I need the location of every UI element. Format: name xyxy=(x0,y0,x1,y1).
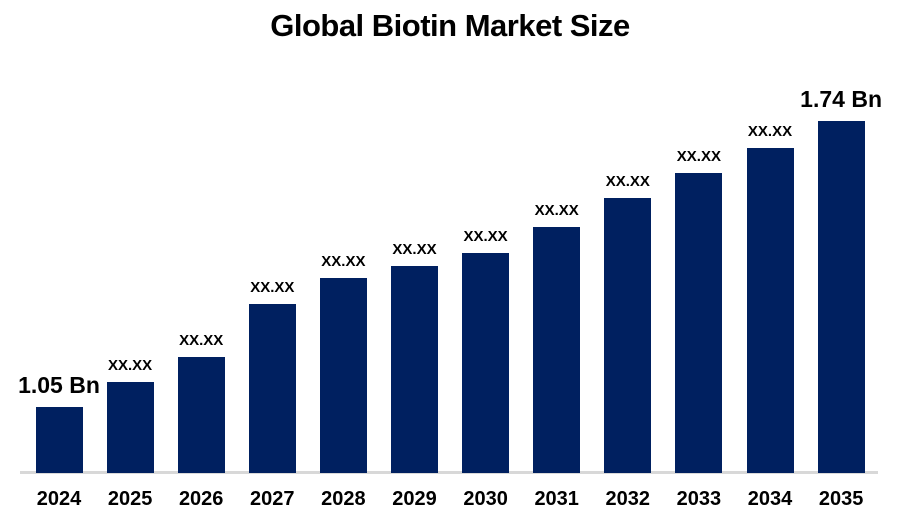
bar xyxy=(391,266,438,473)
bar-group: XX.XX 2032 xyxy=(604,0,652,525)
x-axis-tick-label: 2029 xyxy=(392,488,437,510)
bar-group: XX.XX 2033 xyxy=(675,0,723,525)
bar-group: XX.XX 2029 xyxy=(391,0,438,525)
bar xyxy=(604,198,652,473)
x-axis-tick-label: 2025 xyxy=(107,488,153,510)
bar-group: 1.05 Bn 2024 xyxy=(18,0,100,525)
bar-value-label: XX.XX xyxy=(321,253,366,270)
x-axis-tick-label: 2026 xyxy=(178,488,224,510)
chart-title: Global Biotin Market Size xyxy=(270,8,630,43)
x-axis-tick-label: 2027 xyxy=(250,488,295,510)
bar-group: XX.XX 2028 xyxy=(319,0,367,525)
x-axis-line xyxy=(20,471,878,474)
bar-group: XX.XX 2031 xyxy=(533,0,581,525)
x-axis-tick-label: 2024 xyxy=(36,488,82,510)
bar-value-label: 1.05 Bn xyxy=(18,372,100,398)
bar-value-label: 1.74 Bn xyxy=(800,86,883,112)
bar xyxy=(533,227,581,473)
bar-value-label: XX.XX xyxy=(179,332,224,349)
x-axis-tick-label: 2035 xyxy=(818,488,864,510)
bar-group: XX.XX 2027 xyxy=(248,0,296,525)
bar-value-label: XX.XX xyxy=(747,123,793,140)
x-axis-tick-label: 2028 xyxy=(321,488,366,510)
bar xyxy=(106,382,154,473)
bar xyxy=(248,304,296,473)
bar xyxy=(35,407,83,473)
bar xyxy=(675,173,723,473)
x-axis-tick-label: 2032 xyxy=(605,488,651,510)
bar xyxy=(817,121,865,473)
bar-value-label: XX.XX xyxy=(605,173,650,190)
x-axis-tick-label: 2031 xyxy=(534,488,579,510)
bar-value-label: XX.XX xyxy=(250,279,295,296)
bar-group: XX.XX 2034 xyxy=(746,0,794,525)
bar-group: XX.XX 2026 xyxy=(177,0,225,525)
bar-value-label: XX.XX xyxy=(392,241,437,258)
bar xyxy=(462,253,510,473)
bar xyxy=(177,357,225,473)
bar xyxy=(319,278,367,473)
bar-value-label: XX.XX xyxy=(463,228,508,245)
bar-value-label: XX.XX xyxy=(534,202,579,219)
bar-group: 1.74 Bn 2035 xyxy=(800,0,882,525)
x-axis-tick-label: 2033 xyxy=(676,488,722,510)
bar-value-label: XX.XX xyxy=(108,357,153,374)
bar-group: XX.XX 2025 xyxy=(106,0,154,525)
x-axis-tick-label: 2030 xyxy=(463,488,508,510)
x-axis-tick-label: 2034 xyxy=(747,488,793,510)
bar-group: XX.XX 2030 xyxy=(462,0,510,525)
bar xyxy=(746,148,794,473)
bar-value-label: XX.XX xyxy=(676,148,721,165)
